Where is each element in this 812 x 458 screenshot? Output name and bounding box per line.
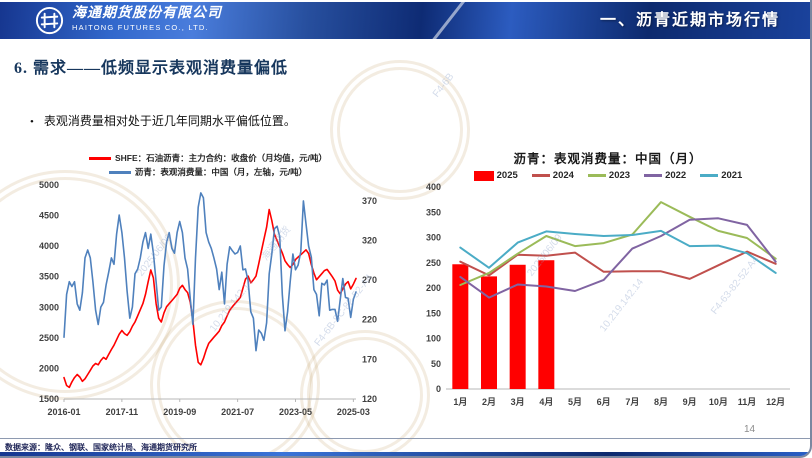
page-title: 6. 需求——低频显示表观消费量偏低 (14, 60, 289, 77)
y-axis-tick-label: 400 (426, 182, 441, 192)
x-axis-tick-label: 9月 (683, 397, 697, 407)
company-name-en: HAITONG FUTURES CO., LTD. (72, 23, 209, 32)
page-number: 14 (744, 424, 756, 435)
left-axis-tick-label: 1500 (39, 394, 59, 404)
legend-line-swatch (108, 171, 131, 174)
x-axis-tick-label: 6月 (597, 397, 611, 407)
legend-item: SHFE：石油沥青：主力合约：收盘价（月均值，元/吨） (88, 152, 328, 165)
legend-label: 2025 (496, 170, 518, 181)
x-axis-tick-label: 1月 (453, 397, 467, 407)
series-line-2021 (459, 229, 777, 274)
x-axis-tick-label: 5月 (568, 397, 582, 407)
haitong-logo-icon (35, 6, 64, 35)
bar-2025 (452, 264, 469, 389)
legend-item: 沥青：表观消费量：中国（月，左轴，元/吨） (108, 166, 308, 179)
bottom-accent-bar (0, 452, 810, 456)
legend-line-swatch (700, 174, 719, 177)
header-bar: 海通期货股份有限公司 HAITONG FUTURES CO., LTD. 一、沥… (0, 2, 810, 39)
left-axis-tick-label: 3000 (39, 302, 59, 312)
legend-label: 2021 (721, 170, 743, 181)
right-chart: 沥青：表观消费量：中国（月） 2025 2024 2023 2022 2021 0 50 1… (412, 150, 804, 418)
section-title: 一、沥青近期市场行情 (599, 12, 780, 29)
left-axis-tick-label: 2500 (39, 333, 59, 343)
legend-item: 2025 (473, 170, 518, 181)
y-axis-tick-label: 100 (426, 334, 441, 344)
x-axis-tick-label: 2016-01 (47, 407, 80, 417)
series-line-2024 (459, 250, 777, 280)
right-axis-tick-label: 170 (362, 354, 377, 364)
legend-item: 2022 (644, 170, 686, 181)
right-axis-tick-label: 320 (362, 235, 377, 245)
right-axis-tick-label: 370 (362, 196, 377, 206)
y-axis-tick-label: 350 (426, 207, 441, 217)
y-axis-tick-label: 300 (426, 233, 441, 243)
legend-item: 2023 (587, 170, 631, 181)
left-axis-tick-label: 3500 (39, 272, 59, 282)
footer-divider (0, 438, 810, 439)
x-axis-tick-label: 2021-07 (221, 407, 254, 417)
x-axis-tick-label: 7月 (625, 397, 639, 407)
left-axis-tick-label: 2000 (39, 363, 59, 373)
right-axis-tick-label: 220 (362, 315, 377, 325)
y-axis-tick-label: 150 (426, 308, 441, 318)
y-axis-tick-label: 0 (436, 384, 441, 394)
data-source-note: 数据来源：隆众、钢联、国家统计局、海通期货研究所 (5, 443, 197, 452)
x-axis-tick-label: 2025-03 (337, 407, 370, 417)
x-axis-tick-label: 2023-05 (279, 407, 312, 417)
legend-label: 2022 (665, 170, 687, 181)
legend-label: 2024 (552, 170, 574, 181)
x-axis-tick-label: 2月 (482, 397, 496, 407)
right-chart-legend: 2025 2024 2023 2022 2021 (412, 170, 804, 181)
y-axis-tick-label: 250 (426, 258, 441, 268)
right-axis-tick-label: 270 (362, 275, 377, 285)
y-axis-tick-label: 200 (426, 283, 441, 293)
left-chart-canvas: 1500 2000 2500 3000 3500 4000 4500 5000 120 170 22… (39, 180, 377, 417)
series-line-SHFE收盘价 (63, 208, 357, 389)
legend-label: 沥青：表观消费量：中国（月，左轴，元/吨） (134, 167, 308, 177)
right-chart-canvas: 0 50 100 150 200 250 300 350 400 1月 2月 3月 4月 5月 6月 7月 8月… (426, 182, 790, 407)
company-block: 海通期货股份有限公司 HAITONG FUTURES CO., LTD. (72, 5, 222, 33)
bar-2025 (509, 264, 526, 389)
legend-line-swatch (587, 174, 606, 177)
x-axis-tick-label: 4月 (539, 397, 553, 407)
legend-line-swatch (88, 157, 111, 160)
series-line-表观消费量 (63, 192, 357, 352)
legend-label: 2023 (608, 170, 631, 181)
bullet-dot-icon: • (30, 116, 34, 128)
x-axis-tick-label: 2017-11 (106, 407, 139, 417)
legend-label: SHFE：石油沥青：主力合约：收盘价（月均值，元/吨） (114, 153, 328, 163)
bar-2025 (538, 260, 555, 389)
left-axis-tick-label: 4000 (39, 241, 59, 251)
left-chart-legend: SHFE：石油沥青：主力合约：收盘价（月均值，元/吨） 沥青：表观消费量：中国（月… (22, 152, 394, 179)
legend-item: 2021 (700, 170, 742, 181)
bullet-text: 表观消费量相对处于近几年同期水平偏低位置。 (43, 114, 296, 128)
legend-line-swatch (644, 174, 663, 177)
right-chart-title: 沥青：表观消费量：中国（月） (513, 152, 703, 166)
bullet-item: • 表观消费量相对处于近几年同期水平偏低位置。 (30, 112, 296, 129)
left-axis-tick-label: 5000 (39, 181, 59, 190)
company-name-cn: 海通期货股份有限公司 (72, 6, 222, 21)
series-line-2023 (459, 201, 777, 286)
x-axis-tick-label: 12月 (766, 397, 785, 407)
bar-2025 (481, 276, 497, 389)
legend-item: 2024 (531, 170, 574, 181)
watermark-text: F4-6B (430, 71, 457, 100)
series-line-2022 (459, 217, 777, 299)
x-axis-tick-label: 8月 (654, 397, 668, 407)
legend-line-swatch (531, 174, 550, 177)
x-axis-tick-label: 2019-09 (163, 407, 196, 417)
legend-bar-swatch (473, 170, 494, 181)
y-axis-tick-label: 50 (431, 359, 441, 369)
right-axis-tick-label: 120 (362, 394, 377, 404)
x-axis-tick-label: 11月 (738, 397, 757, 407)
left-chart: SHFE：石油沥青：主力合约：收盘价（月均值，元/吨） 沥青：表观消费量：中国（月… (22, 152, 394, 426)
left-axis-tick-label: 4500 (39, 211, 59, 221)
x-axis-tick-label: 3月 (511, 397, 525, 407)
x-axis-tick-label: 10月 (709, 397, 728, 407)
